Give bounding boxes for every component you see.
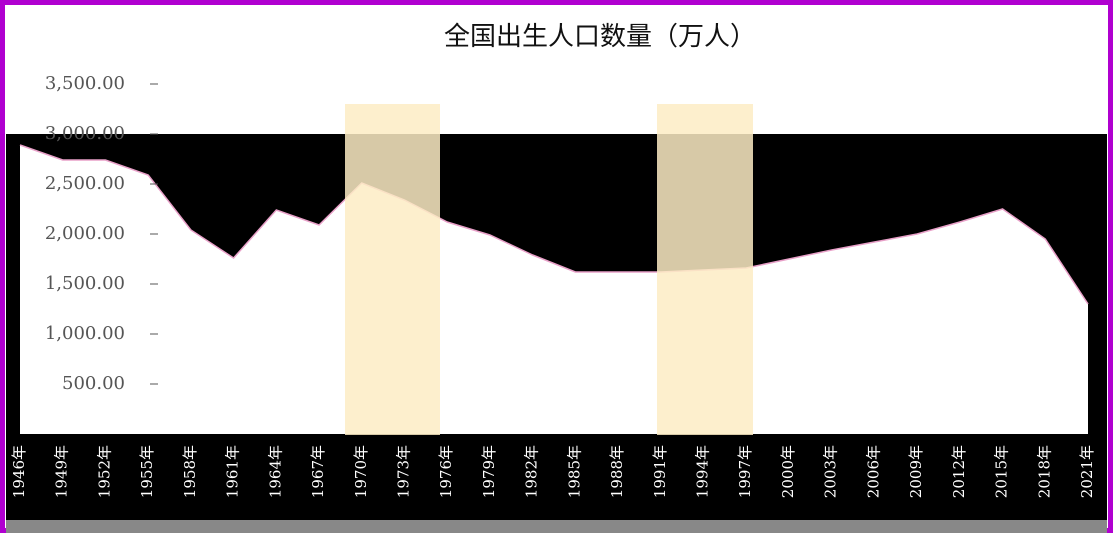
highlight <box>345 104 440 435</box>
y-tick-label: 1,000.00 <box>45 323 125 344</box>
x-tick-label: 2012年 <box>950 445 968 498</box>
x-tick-label: 1991年 <box>651 445 669 498</box>
x-tick-label: 1997年 <box>736 445 754 498</box>
x-tick-label: 2021年 <box>1078 445 1096 498</box>
x-tick-label: 1946年 <box>10 445 28 498</box>
y-tick-label: 2,500.00 <box>45 173 125 194</box>
x-tick-label: 2015年 <box>993 445 1011 498</box>
x-tick-label: 2003年 <box>822 445 840 498</box>
x-tick-label: 1979年 <box>480 445 498 498</box>
x-tick-label: 1976年 <box>437 445 455 498</box>
x-tick-label: 2009年 <box>907 445 925 498</box>
bottom-strip <box>6 520 1107 533</box>
x-tick-label: 1964年 <box>266 445 284 498</box>
x-tick-label: 1952年 <box>95 445 113 498</box>
chart-title: 全国出生人口数量（万人） <box>444 22 756 52</box>
y-tick-label: 1,500.00 <box>45 273 125 294</box>
y-tick-label: 2,000.00 <box>45 223 125 244</box>
x-tick-label: 2000年 <box>779 445 797 498</box>
y-tick-label: 500.00 <box>62 373 125 394</box>
plot <box>19 144 1089 434</box>
y-tick-label: 3,500.00 <box>45 73 125 94</box>
x-tick-label: 1988年 <box>608 445 626 498</box>
x-tick-label: 1961年 <box>224 445 242 498</box>
y-tick-label: 3,000.00 <box>45 123 125 144</box>
highlight <box>657 104 753 435</box>
x-tick-label: 1973年 <box>394 445 412 498</box>
x-tick-label: 1949年 <box>53 445 71 498</box>
area <box>20 145 1088 434</box>
line <box>19 144 1089 305</box>
x-tick-label: 1967年 <box>309 445 327 498</box>
x-tick-label: 1958年 <box>181 445 199 498</box>
x-axis-band <box>6 435 1107 520</box>
x-tick-label: 1982年 <box>523 445 541 498</box>
x-tick-label: 1994年 <box>694 445 712 498</box>
x-tick-label: 1955年 <box>138 445 156 498</box>
x-tick-label: 1970年 <box>352 445 370 498</box>
x-tick-label: 1985年 <box>565 445 583 498</box>
x-tick-label: 2006年 <box>864 445 882 498</box>
x-tick-label: 2018年 <box>1035 445 1053 498</box>
